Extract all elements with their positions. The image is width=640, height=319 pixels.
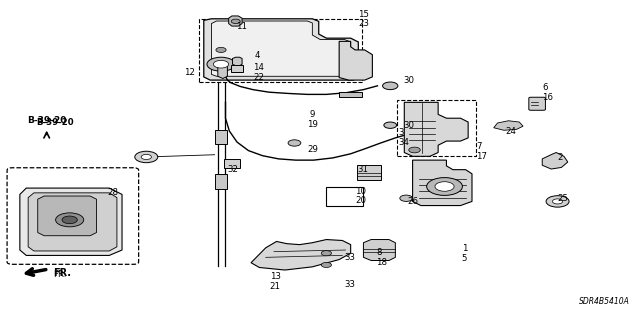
Polygon shape [404,102,468,156]
Polygon shape [493,121,523,130]
Circle shape [435,182,454,191]
Circle shape [216,48,226,52]
Text: 25: 25 [557,194,568,203]
Text: 15
23: 15 23 [358,10,369,28]
Text: 30: 30 [403,76,414,85]
Text: 7
17: 7 17 [476,142,488,161]
Text: 10
20: 10 20 [355,187,366,205]
Polygon shape [218,62,227,78]
Bar [198,19,362,82]
Circle shape [231,19,240,24]
Circle shape [321,251,332,256]
Text: 3
34: 3 34 [398,128,409,147]
Text: FR.: FR. [53,268,71,278]
Text: 28: 28 [107,188,118,197]
Bar [224,159,240,168]
Circle shape [400,195,413,201]
Text: 32: 32 [227,165,239,174]
Bar [215,174,227,189]
Text: FR.: FR. [53,270,67,279]
Circle shape [56,213,84,227]
Text: 30: 30 [403,121,414,130]
Polygon shape [364,240,396,261]
Circle shape [383,82,398,90]
Text: 8
18: 8 18 [376,248,387,267]
Circle shape [141,154,152,160]
Text: 33: 33 [344,253,355,262]
Text: 6
16: 6 16 [542,83,553,101]
Circle shape [409,147,420,153]
Circle shape [321,263,332,268]
Text: 9
19: 9 19 [307,110,318,129]
Polygon shape [339,41,372,80]
Bar [326,187,364,205]
Polygon shape [211,21,351,76]
Circle shape [552,199,563,204]
Polygon shape [38,196,97,236]
Circle shape [207,57,235,71]
FancyBboxPatch shape [529,97,545,110]
Text: 33: 33 [344,279,355,288]
Polygon shape [204,19,358,80]
Text: 14
22: 14 22 [253,63,264,82]
Text: 1
5: 1 5 [462,244,467,263]
Text: 2: 2 [557,153,563,162]
Circle shape [546,196,569,207]
Circle shape [384,122,397,128]
Text: 13
21: 13 21 [270,272,281,291]
Text: 11: 11 [236,22,246,31]
Polygon shape [228,16,242,26]
Bar [230,65,243,72]
Text: 31: 31 [357,165,368,174]
Text: SDR4B5410A: SDR4B5410A [579,297,630,306]
Circle shape [135,151,158,163]
Polygon shape [251,240,351,270]
Circle shape [427,178,463,196]
Circle shape [213,60,228,68]
Text: B-39-20: B-39-20 [27,116,67,125]
Text: 26: 26 [408,197,419,206]
Circle shape [62,216,77,224]
Circle shape [288,140,301,146]
Bar [397,100,476,156]
Bar [215,130,227,144]
Polygon shape [413,160,472,205]
Text: 4: 4 [255,51,260,60]
Text: 29: 29 [307,145,318,154]
Text: 12: 12 [184,68,195,77]
Bar [357,165,381,180]
Polygon shape [232,57,242,66]
Text: 24: 24 [505,127,516,136]
Text: B-39-20: B-39-20 [36,117,74,127]
Polygon shape [20,188,122,256]
Polygon shape [28,193,117,251]
Bar [339,92,362,97]
FancyBboxPatch shape [7,168,139,264]
Polygon shape [542,152,568,169]
